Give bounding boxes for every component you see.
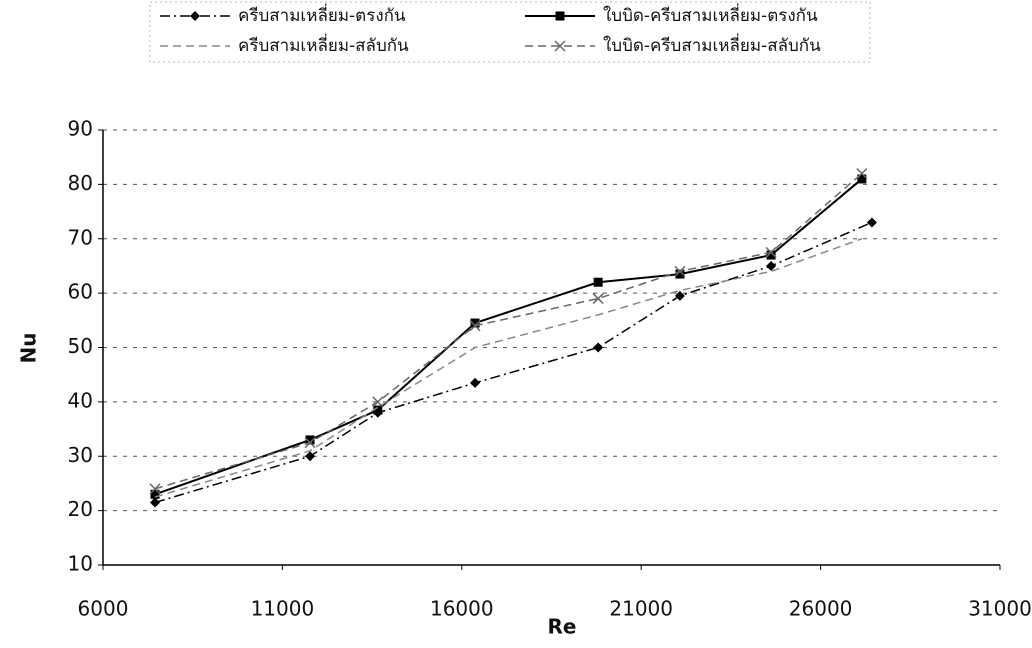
y-tick-label: 80: [68, 171, 93, 195]
y-tick-label: 70: [68, 225, 93, 249]
series-line: [154, 238, 863, 498]
x-tick-label: 16000: [430, 597, 494, 621]
marker: [856, 167, 868, 180]
marker: [674, 265, 686, 277]
y-tick-label: 60: [68, 280, 93, 304]
legend-label: ครีบสามเหลี่ยม-สลับกัน: [238, 33, 409, 56]
marker: [304, 437, 316, 449]
legend-marker: [555, 11, 565, 21]
marker: [470, 318, 480, 328]
x-tick-label: 31000: [968, 597, 1032, 621]
marker: [674, 290, 685, 301]
marker: [593, 277, 603, 287]
series-line: [154, 221, 873, 504]
marker: [766, 260, 777, 271]
x-tick-label: 11000: [251, 597, 315, 621]
legend-label: ใบบิด-ครีบสามเหลี่ยม-ตรงกัน: [603, 3, 818, 26]
y-tick-label: 40: [68, 388, 93, 412]
x-tick-label: 26000: [789, 597, 853, 621]
legend-marker: [554, 40, 566, 52]
marker: [305, 451, 316, 462]
y-tick-label: 50: [68, 334, 93, 358]
y-tick-label: 30: [68, 443, 93, 467]
y-tick-label: 90: [68, 117, 93, 141]
legend-label: ใบบิด-ครีบสามเหลี่ยม-สลับกัน: [603, 33, 821, 56]
y-tick-label: 20: [68, 497, 93, 521]
series-line: [154, 178, 863, 496]
marker: [305, 435, 315, 445]
marker: [149, 483, 161, 495]
x-axis-title: Re: [548, 615, 577, 639]
marker: [857, 174, 867, 184]
series-line: [154, 172, 863, 490]
legend-label: ครีบสามเหลี่ยม-ตรงกัน: [238, 3, 406, 26]
legend-marker: [190, 11, 200, 21]
marker: [675, 269, 685, 279]
marker: [592, 293, 604, 305]
x-tick-label: 21000: [609, 597, 673, 621]
marker: [766, 250, 776, 260]
marker: [372, 396, 384, 408]
marker: [470, 377, 481, 388]
marker: [150, 497, 161, 508]
y-tick-label: 10: [68, 552, 93, 576]
x-tick-label: 6000: [78, 597, 129, 621]
y-axis-title: Nu: [17, 333, 41, 364]
marker: [765, 246, 777, 258]
legend-box: [149, 1, 871, 63]
marker: [150, 489, 160, 499]
marker: [469, 320, 481, 332]
marker: [593, 342, 604, 353]
marker: [373, 405, 383, 415]
marker: [866, 217, 877, 228]
